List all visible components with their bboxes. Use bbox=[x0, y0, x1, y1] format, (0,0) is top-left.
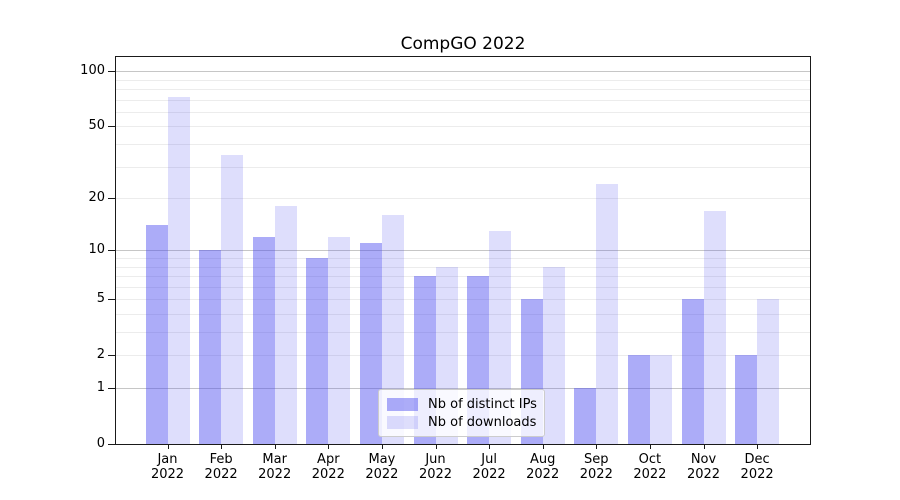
y-tick-label-10: 10 bbox=[88, 242, 105, 258]
y-tick-label-50: 50 bbox=[88, 118, 105, 134]
gridline-minor-8 bbox=[116, 266, 810, 268]
bar-oct-downloads bbox=[649, 355, 672, 444]
y-tick-2 bbox=[108, 355, 115, 357]
y-tick-label-20: 20 bbox=[88, 190, 105, 206]
legend-label-distinct-ips: Nb of distinct IPs bbox=[428, 396, 537, 412]
x-tick-sep bbox=[596, 444, 598, 449]
bar-nov-distinct-ips bbox=[681, 299, 704, 444]
y-tick-50 bbox=[108, 126, 115, 128]
legend: Nb of distinct IPs Nb of downloads bbox=[378, 389, 545, 437]
bar-apr-distinct-ips bbox=[306, 258, 329, 444]
y-tick-100 bbox=[108, 71, 115, 73]
gridline-minor-40 bbox=[116, 144, 810, 146]
gridline-major-1 bbox=[116, 388, 810, 389]
legend-label-downloads: Nb of downloads bbox=[428, 414, 537, 430]
gridline-minor-60 bbox=[116, 111, 810, 113]
x-tick-jun bbox=[435, 444, 437, 449]
y-tick-label-0: 0 bbox=[96, 436, 105, 451]
bar-dec-distinct-ips bbox=[735, 355, 758, 444]
gridline-major-100 bbox=[116, 71, 810, 73]
bar-jan-downloads bbox=[167, 97, 190, 444]
y-tick-label-1: 1 bbox=[96, 380, 105, 395]
x-tick-label-feb: Feb 2022 bbox=[204, 452, 238, 482]
x-tick-label-jun: Jun 2022 bbox=[418, 452, 453, 482]
bar-sep-distinct-ips bbox=[574, 388, 597, 444]
x-tick-jan bbox=[167, 444, 169, 449]
gridline-minor-4 bbox=[116, 313, 810, 315]
gridline-minor-5 bbox=[116, 299, 810, 301]
chart-title: CompGO 2022 bbox=[400, 34, 526, 54]
x-tick-dec bbox=[757, 444, 759, 449]
bar-mar-distinct-ips bbox=[252, 236, 275, 444]
legend-swatch-downloads bbox=[387, 415, 418, 429]
x-tick-may bbox=[381, 444, 383, 449]
x-tick-label-may: May 2022 bbox=[365, 452, 399, 482]
plot-area bbox=[116, 57, 810, 444]
y-tick-0 bbox=[108, 444, 115, 445]
x-tick-label-sep: Sep 2022 bbox=[579, 452, 613, 482]
y-tick-label-5: 5 bbox=[96, 291, 105, 307]
gridline-minor-90 bbox=[116, 79, 810, 81]
bar-apr-downloads bbox=[328, 236, 351, 444]
y-tick-label-2: 2 bbox=[96, 347, 105, 363]
x-tick-label-oct: Oct 2022 bbox=[633, 452, 667, 482]
gridline-minor-30 bbox=[116, 166, 810, 168]
bar-mar-downloads bbox=[274, 206, 297, 444]
x-tick-label-aug: Aug 2022 bbox=[526, 452, 560, 482]
gridline-minor-2 bbox=[116, 355, 810, 357]
bar-feb-downloads bbox=[221, 154, 244, 444]
gridline-minor-50 bbox=[116, 126, 810, 128]
bar-feb-distinct-ips bbox=[199, 250, 222, 444]
legend-swatch-distinct-ips bbox=[387, 397, 418, 411]
x-tick-label-dec: Dec 2022 bbox=[740, 452, 774, 482]
bar-may-downloads bbox=[381, 215, 404, 444]
x-tick-nov bbox=[703, 444, 705, 449]
x-tick-jul bbox=[489, 444, 491, 449]
bar-oct-distinct-ips bbox=[627, 355, 650, 444]
gridline-minor-70 bbox=[116, 99, 810, 101]
x-tick-label-mar: Mar 2022 bbox=[258, 452, 292, 482]
x-tick-feb bbox=[221, 444, 223, 449]
x-tick-aug bbox=[542, 444, 544, 449]
gridline-minor-80 bbox=[116, 89, 810, 91]
legend-item-downloads: Nb of downloads bbox=[387, 415, 536, 430]
x-tick-label-jul: Jul 2022 bbox=[472, 452, 506, 482]
x-tick-label-apr: Apr 2022 bbox=[311, 452, 345, 482]
x-tick-label-jan: Jan 2022 bbox=[150, 452, 185, 482]
y-tick-1 bbox=[108, 388, 115, 389]
x-tick-oct bbox=[649, 444, 651, 449]
y-tick-20 bbox=[108, 198, 115, 200]
y-tick-5 bbox=[108, 299, 115, 301]
x-tick-mar bbox=[274, 444, 276, 449]
bar-sep-downloads bbox=[596, 183, 619, 444]
bar-nov-downloads bbox=[703, 210, 726, 444]
bar-aug-downloads bbox=[542, 266, 565, 444]
bar-dec-downloads bbox=[757, 299, 780, 444]
gridline-minor-7 bbox=[116, 276, 810, 278]
gridline-minor-3 bbox=[116, 332, 810, 334]
bar-jan-distinct-ips bbox=[145, 225, 168, 444]
y-tick-label-100: 100 bbox=[80, 63, 105, 79]
bar-may-distinct-ips bbox=[359, 243, 382, 444]
gridline-minor-9 bbox=[116, 258, 810, 259]
y-tick-10 bbox=[108, 250, 115, 252]
x-tick-apr bbox=[328, 444, 330, 449]
gridline-minor-20 bbox=[116, 198, 810, 200]
x-tick-label-nov: Nov 2022 bbox=[686, 452, 721, 482]
gridline-major-10 bbox=[116, 250, 810, 252]
legend-item-distinct-ips: Nb of distinct IPs bbox=[387, 396, 537, 412]
gridline-minor-6 bbox=[116, 286, 810, 288]
